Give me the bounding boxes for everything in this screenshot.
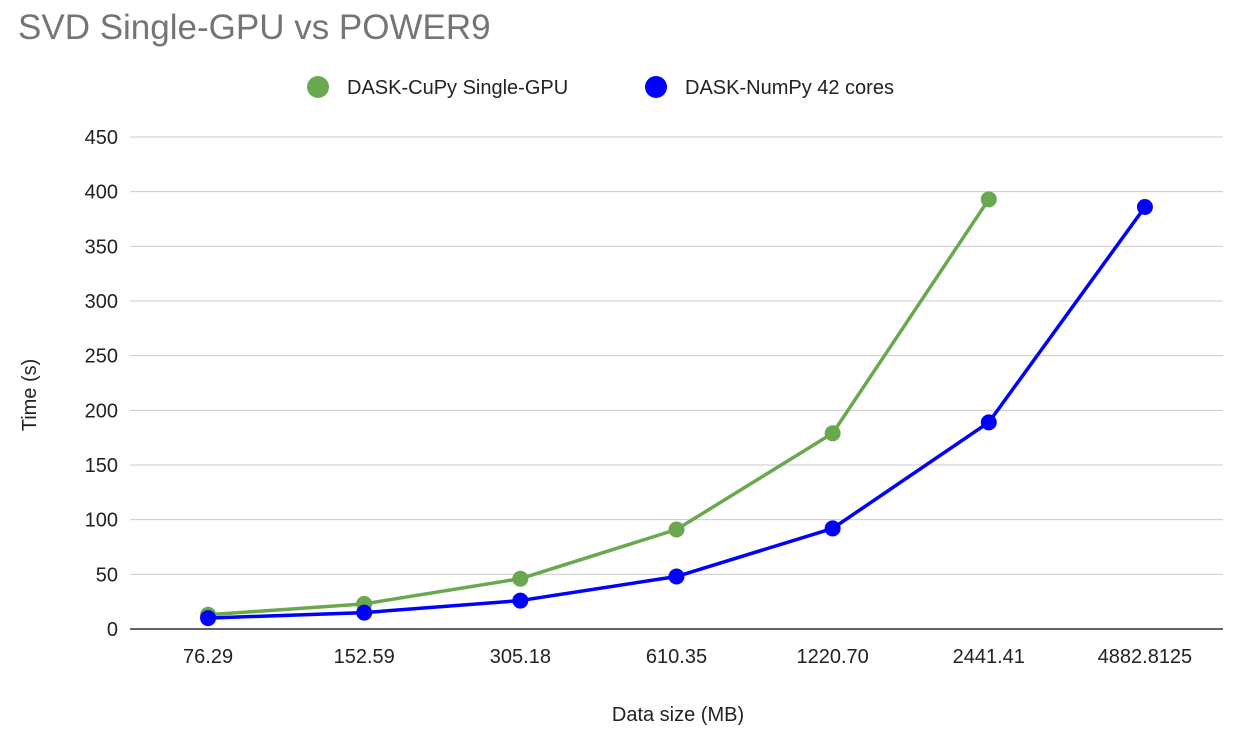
- data-point: [512, 592, 529, 609]
- x-tick-label: 1220.70: [796, 646, 868, 668]
- data-point: [668, 568, 685, 585]
- y-tick-label: 350: [85, 236, 118, 258]
- y-axis-label: Time (s): [19, 359, 41, 432]
- legend-marker: [307, 76, 329, 98]
- y-tick-labels: 0 50 100 150 200 250 300 350 400 450: [85, 127, 118, 641]
- x-tick-labels: 76.29 152.59 305.18 610.35 1220.70 2441.41 488…: [183, 646, 1192, 668]
- x-tick-label: 76.29: [183, 646, 233, 668]
- series-1: [200, 191, 997, 623]
- legend-marker: [645, 76, 667, 98]
- y-tick-label: 450: [85, 127, 118, 149]
- data-point: [824, 425, 841, 442]
- series-line: [208, 205, 1147, 620]
- legend-item: DASK-CuPy Single-GPU: [307, 76, 568, 99]
- data-point: [980, 191, 997, 208]
- x-tick-label: 305.18: [490, 646, 551, 668]
- chart-title: SVD Single-GPU vs POWER9: [18, 8, 491, 47]
- y-tick-label: 250: [85, 346, 118, 368]
- y-tick-label: 50: [96, 564, 118, 586]
- series-2: [200, 198, 1153, 627]
- data-point: [980, 414, 997, 431]
- legend-label: DASK-NumPy 42 cores: [685, 77, 894, 99]
- x-tick-label: 152.59: [334, 646, 395, 668]
- data-point: [512, 570, 529, 587]
- data-point: [824, 520, 841, 537]
- gridlines: [130, 136, 1223, 630]
- y-tick-label: 150: [85, 455, 118, 477]
- y-tick-label: 0: [107, 619, 118, 641]
- legend-item: DASK-NumPy 42 cores: [645, 76, 894, 99]
- y-tick-label: 300: [85, 291, 118, 313]
- series-line: [207, 198, 991, 617]
- data-point: [668, 521, 685, 538]
- y-tick-label: 100: [85, 510, 118, 532]
- x-axis-label: Data size (MB): [612, 704, 744, 726]
- data-point: [356, 604, 373, 621]
- x-tick-label: 610.35: [646, 646, 707, 668]
- data-point: [1136, 198, 1153, 215]
- series-group: [200, 191, 1153, 627]
- data-point: [200, 610, 217, 627]
- legend: DASK-CuPy Single-GPU DASK-NumPy 42 cores: [307, 76, 894, 99]
- x-tick-label: 4882.8125: [1098, 646, 1193, 668]
- y-tick-label: 200: [85, 400, 118, 422]
- y-tick-label: 400: [85, 182, 118, 204]
- legend-label: DASK-CuPy Single-GPU: [347, 77, 568, 99]
- x-tick-label: 2441.41: [953, 646, 1025, 668]
